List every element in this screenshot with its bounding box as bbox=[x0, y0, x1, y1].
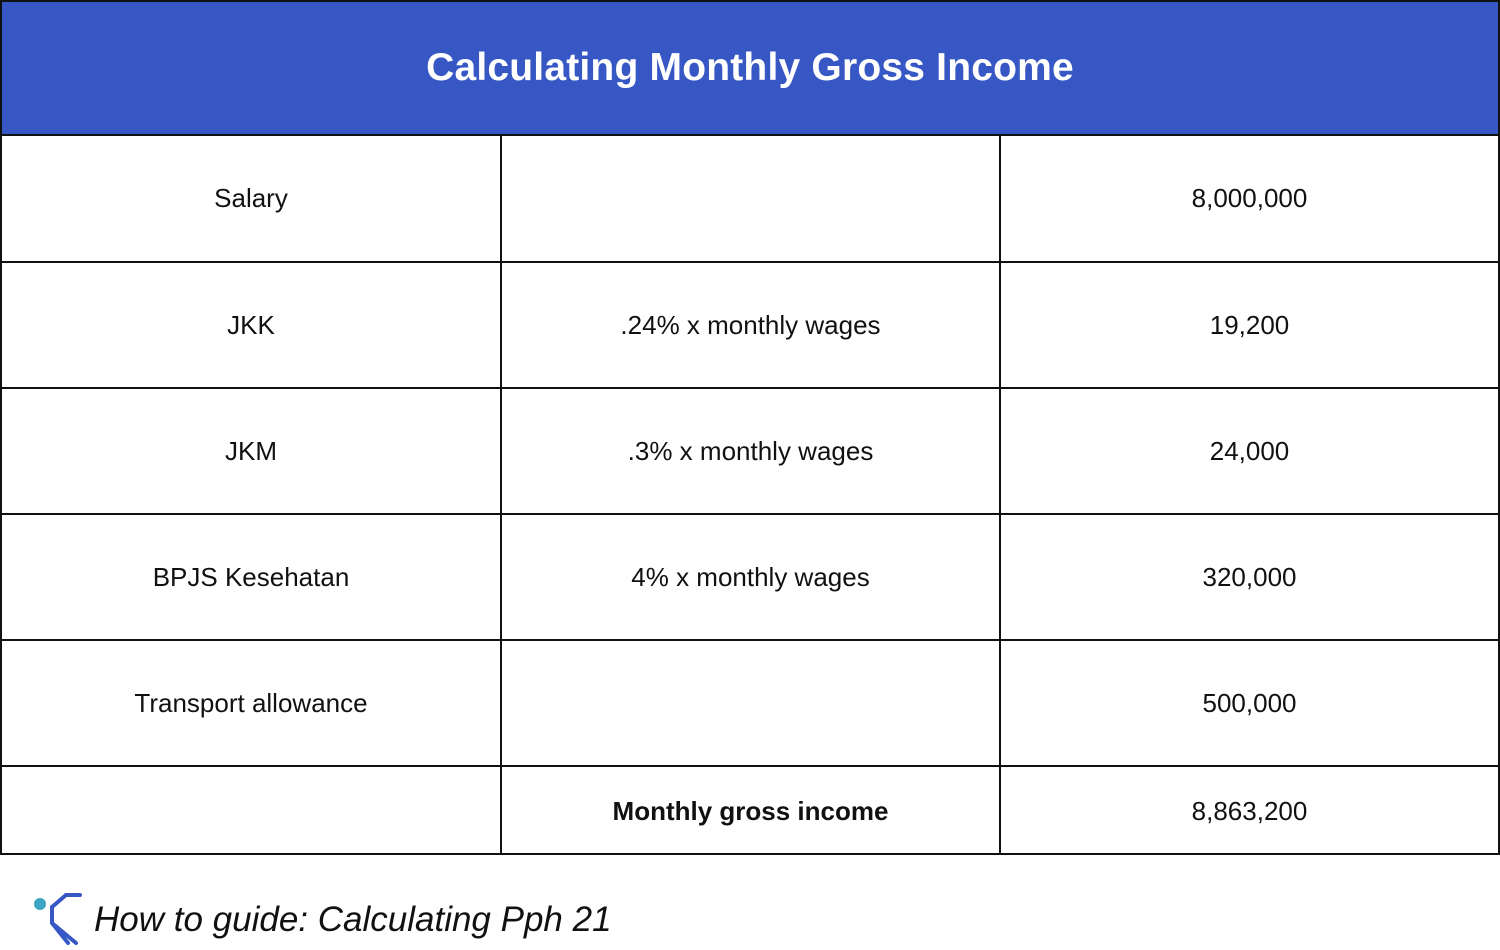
row-formula bbox=[501, 136, 1001, 263]
row-label: JKK bbox=[2, 262, 502, 389]
row-amount: 19,200 bbox=[1000, 262, 1498, 389]
table-row-jkm: JKM .3% x monthly wages 24,000 bbox=[2, 388, 1498, 515]
row-label: BPJS Kesehatan bbox=[2, 514, 502, 641]
total-amount: 8,863,200 bbox=[1191, 795, 1308, 826]
table-row-total: Monthly gross income 8,863,200 bbox=[2, 766, 1498, 855]
row-formula: 4% x monthly wages bbox=[501, 514, 1001, 641]
row-label: Salary bbox=[2, 136, 502, 263]
income-grid: Salary 8,000,000 JKK .24% x monthly wage… bbox=[2, 136, 1498, 855]
row-formula bbox=[501, 640, 1001, 767]
row-amount: 8,000,000 bbox=[1000, 136, 1498, 263]
row-label: JKM bbox=[2, 388, 502, 515]
total-formula: Monthly gross income bbox=[501, 766, 1001, 855]
table-row-transport: Transport allowance 500,000 bbox=[2, 640, 1498, 767]
row-amount: 24,000 bbox=[1000, 388, 1498, 515]
table-row-bpjs: BPJS Kesehatan 4% x monthly wages 320,00… bbox=[2, 514, 1498, 641]
total-label bbox=[2, 766, 502, 855]
table-header: Calculating Monthly Gross Income bbox=[2, 2, 1498, 136]
row-amount: 500,000 bbox=[1000, 640, 1498, 767]
row-formula: .24% x monthly wages bbox=[501, 262, 1001, 389]
row-formula: .3% x monthly wages bbox=[501, 388, 1001, 515]
row-amount: 320,000 bbox=[1000, 514, 1498, 641]
table-row-salary: Salary 8,000,000 bbox=[2, 136, 1498, 263]
brand-logo-icon bbox=[34, 893, 82, 945]
table-row-jkk: JKK .24% x monthly wages 19,200 bbox=[2, 262, 1498, 389]
gross-income-table: Calculating Monthly Gross Income Salary … bbox=[0, 0, 1500, 855]
footer: How to guide: Calculating Pph 21 bbox=[32, 893, 612, 947]
footer-caption: How to guide: Calculating Pph 21 bbox=[94, 900, 612, 939]
row-label: Transport allowance bbox=[2, 640, 502, 767]
table-title: Calculating Monthly Gross Income bbox=[426, 46, 1074, 89]
